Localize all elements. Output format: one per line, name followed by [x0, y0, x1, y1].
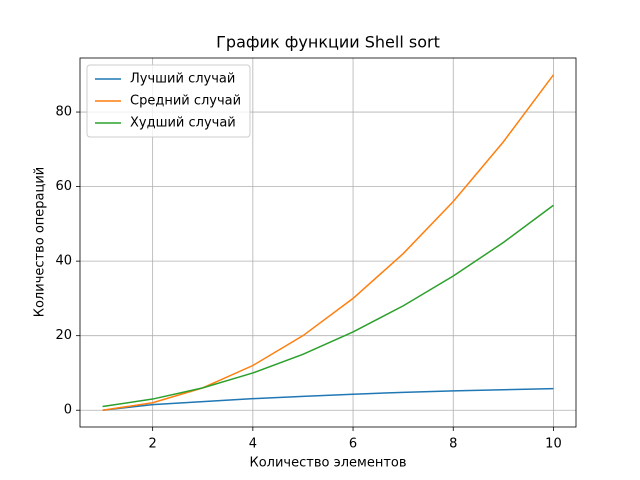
y-tick-label: 20 [55, 328, 72, 343]
plot-frame [79, 57, 577, 428]
line-series [102, 74, 555, 411]
line-series [102, 204, 554, 408]
x-tick-label: 10 [545, 437, 562, 452]
line-series [102, 387, 554, 411]
y-tick-label: 80 [55, 105, 72, 120]
y-axis-label: Количество операций [33, 167, 48, 318]
chart-title: График функции Shell sort [216, 33, 440, 52]
legend-label: Худший случай [130, 116, 236, 131]
legend-label: Лучший случай [130, 72, 235, 87]
y-tick-label: 40 [55, 254, 72, 269]
legend-box [86, 64, 251, 138]
x-tick-label: 2 [149, 437, 157, 452]
y-tick-label: 60 [55, 179, 72, 194]
x-axis-label: Количество элементов [249, 456, 406, 471]
legend-label: Средний случай [130, 94, 241, 109]
x-tick-label: 8 [449, 437, 457, 452]
x-tick-label: 4 [249, 437, 257, 452]
y-tick-label: 0 [64, 403, 72, 418]
x-tick-label: 6 [349, 437, 357, 452]
